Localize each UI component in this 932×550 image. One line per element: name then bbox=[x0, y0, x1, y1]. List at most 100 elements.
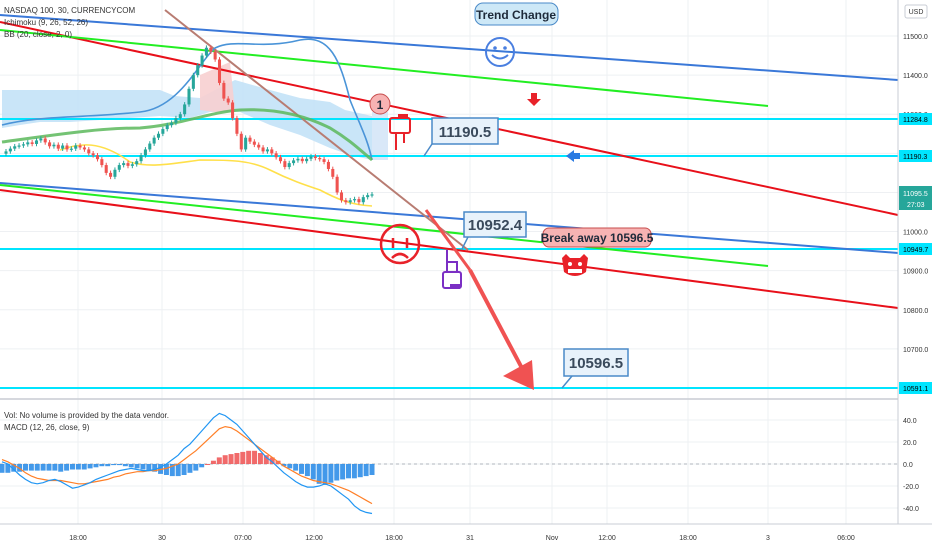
candle-body bbox=[200, 55, 204, 66]
svg-text:11190.3: 11190.3 bbox=[903, 154, 927, 161]
annotation-trend-change[interactable]: Trend Change bbox=[474, 2, 559, 26]
annotation-circle-1[interactable]: 1 bbox=[369, 93, 391, 115]
candle-body bbox=[209, 47, 213, 52]
bollinger-lower bbox=[59, 144, 373, 207]
candle-body bbox=[305, 158, 309, 162]
candle-body bbox=[100, 159, 104, 166]
candle-body bbox=[104, 165, 108, 173]
candle-body bbox=[152, 137, 156, 144]
macd-bar bbox=[240, 451, 246, 464]
indicator-ichimoku-label[interactable]: Ichimoku (9, 26, 52, 26) bbox=[4, 18, 88, 27]
channel-upper-green[interactable] bbox=[0, 29, 769, 107]
annotation-10952[interactable]: 10952.4 bbox=[461, 211, 527, 250]
candle-body bbox=[244, 137, 248, 150]
candle-body bbox=[56, 144, 60, 149]
trend-change-label: Trend Change bbox=[476, 8, 556, 22]
currency-label: USD bbox=[909, 9, 924, 16]
annotation-10596[interactable]: 10596.5 bbox=[561, 348, 629, 389]
annotation-break-away[interactable]: Break away 10596.5 bbox=[541, 227, 654, 248]
macd-bar bbox=[216, 457, 222, 464]
price-axis[interactable] bbox=[898, 0, 932, 550]
macd-bar bbox=[346, 464, 352, 479]
macd-bar bbox=[234, 453, 240, 464]
axis-label-11190: 11190.3 bbox=[899, 150, 932, 162]
candle-body bbox=[148, 143, 152, 150]
time-ticks: 18:00 30 07:00 12:00 18:00 31 Nov 12:00 18:00 3 06… bbox=[69, 535, 855, 542]
candle-body bbox=[261, 147, 265, 152]
candle-body bbox=[257, 144, 261, 148]
candle-body bbox=[48, 142, 52, 147]
time-tick-label: 12:00 bbox=[598, 535, 616, 542]
macd-bar bbox=[152, 464, 158, 472]
candle-body bbox=[61, 145, 65, 149]
forecast-arrow-start bbox=[424, 209, 472, 271]
macd-bar bbox=[146, 464, 152, 471]
candle-body bbox=[122, 163, 126, 166]
macd-bar bbox=[369, 464, 375, 475]
candle-body bbox=[287, 163, 291, 168]
macd-bar bbox=[334, 464, 340, 481]
forecast-arrow-shaft bbox=[468, 269, 526, 373]
channel-lower-red[interactable] bbox=[0, 189, 898, 309]
macd-bar bbox=[252, 450, 258, 464]
candle-body bbox=[213, 51, 217, 60]
macd-bar bbox=[64, 464, 70, 471]
price-tick-label: 10700.0 bbox=[903, 347, 928, 354]
macd-bar bbox=[34, 464, 40, 471]
candle-body bbox=[278, 157, 283, 162]
candle-body bbox=[217, 59, 222, 83]
symbol-title[interactable]: NASDAQ 100, 30, CURRENCYCOM bbox=[4, 6, 135, 15]
channel-lower-green[interactable] bbox=[0, 184, 769, 267]
currency-badge[interactable]: USD bbox=[904, 4, 928, 19]
smiley-icon bbox=[485, 37, 515, 67]
annotation-11190[interactable]: 11190.5 bbox=[423, 117, 499, 157]
candle-body bbox=[366, 195, 370, 198]
candle-body bbox=[313, 156, 317, 159]
macd-bar bbox=[228, 454, 234, 464]
time-tick-label: 31 bbox=[466, 535, 474, 542]
candle-body bbox=[331, 168, 335, 177]
macd-bar bbox=[316, 464, 322, 484]
macd-tick-label: 40.0 bbox=[903, 418, 917, 425]
candlestick-series bbox=[4, 45, 374, 205]
macd-bar bbox=[340, 464, 346, 480]
macd-bar bbox=[175, 464, 181, 477]
axis-label-10949: 10949.7 bbox=[899, 243, 932, 255]
target-3-label: 10596.5 bbox=[569, 355, 623, 372]
candle-body bbox=[204, 47, 208, 56]
candle-body bbox=[344, 200, 348, 203]
macd-bar bbox=[128, 464, 134, 468]
candle-body bbox=[335, 176, 339, 193]
macd-bar bbox=[105, 464, 111, 467]
candle-body bbox=[322, 159, 326, 162]
macd-bar bbox=[304, 464, 310, 477]
macd-bar bbox=[52, 464, 58, 471]
candle-body bbox=[191, 75, 195, 89]
time-tick-label: Nov bbox=[546, 535, 559, 542]
arrow-down-icon bbox=[527, 93, 541, 106]
forecast-arrow-head bbox=[503, 360, 534, 390]
candle-body bbox=[353, 199, 357, 201]
circle-number: 1 bbox=[377, 98, 384, 112]
macd-bar bbox=[87, 464, 93, 469]
macd-bar bbox=[93, 464, 99, 468]
time-axis[interactable] bbox=[0, 524, 932, 550]
indicator-bb-label[interactable]: BB (20, close, 2, 0) bbox=[4, 30, 72, 39]
candle-body bbox=[248, 137, 252, 142]
macd-label[interactable]: MACD (12, 26, close, 9) bbox=[4, 423, 90, 432]
candle-body bbox=[196, 65, 200, 76]
channel-lower-blue[interactable] bbox=[0, 182, 898, 254]
macd-bar bbox=[5, 464, 11, 473]
hand-pointing-down-icon bbox=[389, 114, 411, 150]
price-tick-label: 11500.0 bbox=[903, 34, 928, 41]
time-tick-label: 18:00 bbox=[69, 535, 87, 542]
channel-upper-blue[interactable] bbox=[0, 14, 898, 81]
candle-body bbox=[274, 153, 278, 158]
price-tick-label: 11000.0 bbox=[903, 230, 928, 237]
candle-body bbox=[126, 163, 130, 166]
candle-body bbox=[43, 138, 47, 143]
macd-bar bbox=[81, 464, 87, 470]
candle-body bbox=[65, 145, 69, 150]
candle-body bbox=[69, 148, 73, 150]
